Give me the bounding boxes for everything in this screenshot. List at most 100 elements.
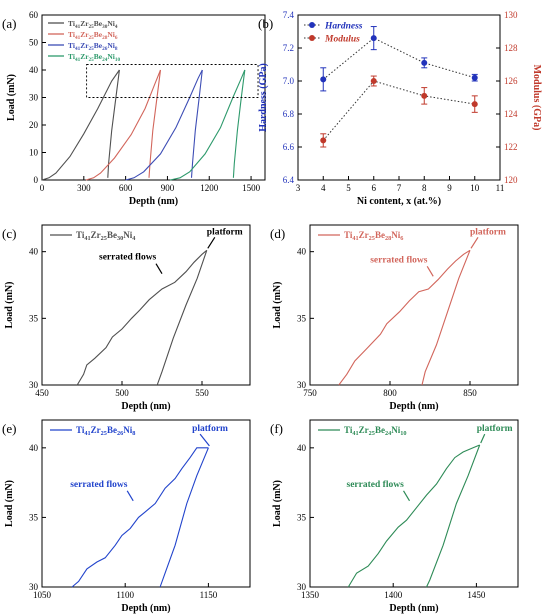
- x-tick-label: 11: [496, 183, 505, 193]
- annotation-serrated-flows: serrated flows: [347, 480, 405, 490]
- x-tick-label: 300: [77, 183, 91, 193]
- x-tick-label: 1100: [116, 590, 134, 600]
- loading-curve: [338, 249, 471, 386]
- y-tick-label: 60: [29, 10, 39, 20]
- x-axis-label: Depth (nm): [121, 603, 170, 614]
- x-axis-label: Depth (nm): [389, 401, 438, 412]
- loading-curve: [347, 444, 480, 588]
- annotation-arrow: [480, 433, 486, 444]
- y-axis-label: Load (mN): [272, 480, 283, 527]
- y-tick-label: 35: [297, 313, 307, 323]
- panel-a: 0 300 600 900 1200 1500 0 10 20 30 40 50 60 Depth (nm…: [2, 10, 266, 207]
- y-tick-label: 30: [29, 380, 39, 390]
- y-axis-label: Load (mN): [4, 282, 15, 329]
- y-tick-label: 7.2: [283, 43, 294, 53]
- legend-entry: Modulus: [324, 35, 360, 45]
- x-axis-label: Depth (nm): [389, 603, 438, 614]
- annotation-serrated-flows: serrated flows: [99, 253, 157, 263]
- y-right-tick-label: 128: [504, 43, 518, 53]
- y-right-tick-label: 124: [504, 109, 518, 119]
- y-tick-label: 6.6: [283, 142, 295, 152]
- x-tick-label: 750: [303, 388, 317, 398]
- y-tick-label: 0: [34, 175, 39, 185]
- y-tick-label: 30: [297, 582, 307, 592]
- plot-frame: [309, 419, 519, 588]
- x-axis-label: Ni content, x (at.%): [357, 196, 441, 207]
- x-tick-label: 8: [422, 183, 427, 193]
- x-tick-label: 1400: [384, 590, 403, 600]
- annotation-arrow: [199, 433, 210, 447]
- y-right-tick-label: 120: [504, 175, 518, 185]
- y-tick-label: 30: [29, 93, 39, 103]
- annotation-platform: platform: [470, 227, 506, 237]
- x-tick-label: 450: [35, 388, 49, 398]
- y-tick-label: 50: [29, 38, 39, 48]
- y-right-tick-label: 122: [504, 142, 518, 152]
- plot-frame: [309, 224, 519, 386]
- series-line-2-unloading: [148, 69, 162, 178]
- annotation-platform: platform: [192, 424, 228, 434]
- y-tick-label: 35: [29, 512, 39, 522]
- data-point-hardness: [471, 74, 478, 81]
- annotation-arrow: [470, 237, 479, 249]
- annotation-arrow: [426, 266, 434, 277]
- x-tick-label: 7: [397, 183, 402, 193]
- y-tick-label: 40: [29, 443, 39, 453]
- unloading-curve: [426, 444, 481, 588]
- x-axis-label: Depth (nm): [121, 401, 170, 412]
- y-axis-label: Load (mN): [4, 480, 15, 527]
- legend-entry: Ti41Zr25Be24Ni10: [344, 425, 407, 437]
- x-tick-label: 9: [447, 183, 452, 193]
- y-tick-label: 40: [297, 247, 307, 257]
- annotation-serrated-flows: serrated flows: [370, 255, 428, 265]
- y-tick-label: 35: [29, 313, 39, 323]
- y-tick-label: 7.4: [283, 10, 295, 20]
- y-tick-label: 7.0: [283, 76, 295, 86]
- legend-entry: Ti41Zr25Be24Ni10: [68, 52, 121, 63]
- data-point-hardness: [370, 35, 377, 42]
- x-tick-label: 800: [383, 388, 397, 398]
- panel-label: (a): [2, 16, 16, 31]
- series-line-3-unloading: [190, 69, 203, 178]
- y-axis-label: Hardness (GPa): [258, 63, 269, 132]
- data-point-modulus: [370, 78, 377, 84]
- unloading-curve: [421, 250, 471, 386]
- y-right-axis-label: Modulus (GPa): [531, 65, 542, 131]
- x-tick-label: 1350: [301, 590, 320, 600]
- annotation-arrow: [126, 490, 134, 502]
- series-line-2-loading: [85, 69, 162, 181]
- x-tick-label: 500: [115, 388, 129, 398]
- y-axis-label: Load (mN): [272, 282, 283, 329]
- data-point-hardness: [421, 59, 428, 66]
- x-tick-label: 0: [40, 183, 45, 193]
- plot-frame: [41, 419, 251, 588]
- y-axis-label: Load (mN): [6, 74, 17, 121]
- y-tick-label: 35: [297, 512, 307, 522]
- panel-label: (f): [270, 421, 283, 436]
- panel-label: (b): [258, 16, 273, 31]
- panel-d: 750 800 850 30 35 40 Depth (nm) Load (mN) (d) Ti4…: [270, 224, 519, 412]
- panel-f: 1350 1400 1450 30 35 40 Depth (nm) Load (mN) (f)…: [270, 419, 519, 614]
- legend-marker: [309, 22, 315, 28]
- x-axis-label: Depth (nm): [129, 196, 178, 207]
- legend-entry: Ti41Zr25Be30Ni4: [68, 19, 118, 30]
- x-tick-label: 5: [346, 183, 351, 193]
- unloading-curve: [159, 447, 209, 588]
- panel-label: (d): [270, 226, 285, 241]
- legend-entry: Ti41Zr25Be28Ni6: [68, 30, 118, 41]
- panel-label: (e): [2, 421, 16, 436]
- x-tick-label: 10: [470, 183, 480, 193]
- y-tick-label: 40: [297, 443, 307, 453]
- x-tick-label: 1500: [242, 183, 261, 193]
- legend-marker: [309, 35, 315, 41]
- y-right-tick-label: 126: [504, 76, 518, 86]
- y-tick-label: 10: [29, 148, 39, 158]
- unloading-curve: [156, 250, 208, 386]
- x-tick-label: 1050: [33, 590, 52, 600]
- legend-entry: Hardness: [324, 22, 363, 32]
- x-tick-label: 3: [296, 183, 301, 193]
- loading-curve: [71, 447, 209, 588]
- annotation-platform: platform: [207, 227, 243, 237]
- series-line-3-loading: [125, 69, 203, 181]
